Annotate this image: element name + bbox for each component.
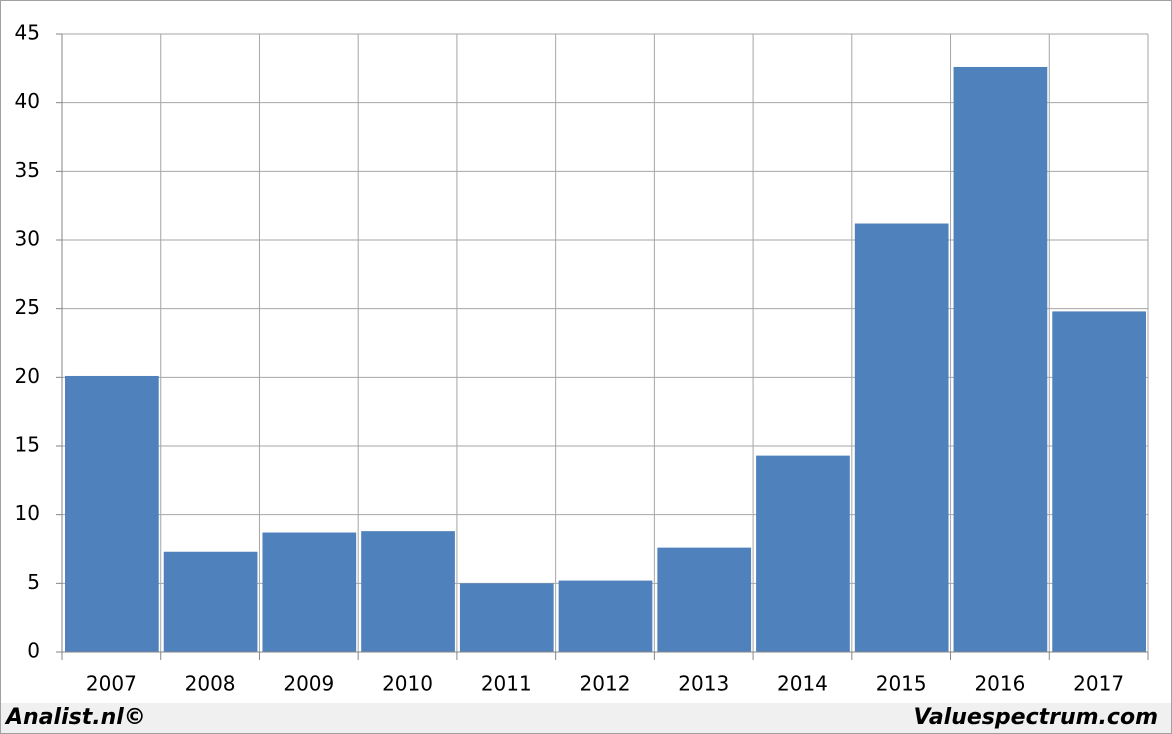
x-tick-label: 2011: [481, 672, 532, 696]
y-tick-label: 40: [15, 89, 40, 113]
y-tick-label: 45: [15, 21, 40, 45]
y-tick-label: 5: [27, 570, 40, 594]
x-tick-label: 2009: [283, 672, 334, 696]
y-tick-label: 25: [15, 295, 40, 319]
x-tick-label: 2017: [1073, 672, 1124, 696]
x-tick-label: 2010: [382, 672, 433, 696]
bar: [756, 455, 850, 652]
x-tick-label: 2008: [185, 672, 236, 696]
bar: [262, 532, 357, 652]
y-tick-label: 30: [15, 227, 40, 251]
bar: [163, 551, 258, 652]
x-tick-label: 2014: [777, 672, 828, 696]
source-right: Valuespectrum.com: [914, 705, 1158, 730]
bar: [65, 375, 159, 652]
x-tick-label: 2015: [876, 672, 927, 696]
footer-bar: [1, 703, 1171, 733]
x-tick-label: 2012: [580, 672, 631, 696]
y-tick-label: 35: [15, 158, 40, 182]
x-tick-label: 2013: [678, 672, 729, 696]
bar: [459, 583, 554, 652]
y-tick-label: 10: [15, 501, 40, 525]
bar: [558, 580, 653, 652]
x-tick-label: 2007: [86, 672, 137, 696]
bar: [657, 547, 752, 652]
bar: [361, 531, 455, 652]
source-left: Analist.nl©: [4, 705, 146, 730]
y-tick-label: 0: [27, 639, 40, 663]
x-tick-label: 2016: [974, 672, 1025, 696]
bar: [953, 66, 1048, 652]
bar: [854, 223, 949, 652]
y-tick-label: 15: [15, 433, 40, 457]
y-tick-label: 20: [15, 364, 40, 388]
bar: [1052, 311, 1146, 652]
